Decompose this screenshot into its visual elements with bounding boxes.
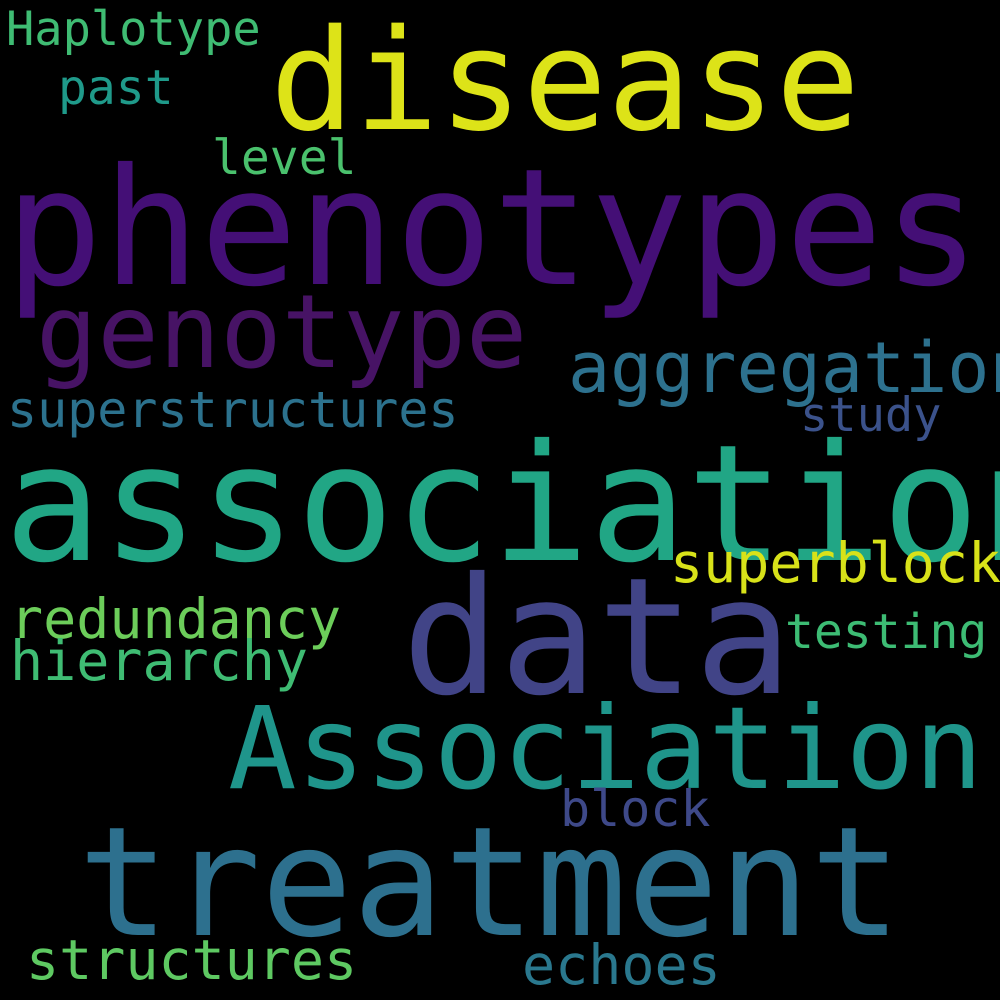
word-data: data — [402, 544, 793, 732]
word-haplotype: Haplotype — [6, 2, 261, 57]
word-aggregation: aggregation — [568, 327, 1000, 409]
word-structures: structures — [26, 928, 358, 992]
word-disease: disease — [270, 0, 861, 163]
word-level: level — [212, 130, 357, 186]
word-association: association — [4, 411, 1000, 599]
word-study: study — [800, 388, 942, 443]
word-treatment: treatment — [78, 794, 902, 971]
word-superstructures: superstructures — [7, 381, 459, 439]
word-testing: testing — [785, 604, 988, 660]
word-superblock: superblock — [670, 531, 1000, 595]
word-past: past — [58, 60, 174, 116]
word-echoes: echoes — [522, 933, 721, 997]
word-block: block — [560, 780, 711, 838]
word-hierarchy: hierarchy — [10, 629, 309, 693]
word-phenotypes: phenotypes — [5, 135, 981, 323]
word-redundancy: redundancy — [10, 587, 342, 651]
word-genotype: genotype — [36, 273, 528, 392]
word-association-capitalized: Association — [228, 682, 983, 815]
